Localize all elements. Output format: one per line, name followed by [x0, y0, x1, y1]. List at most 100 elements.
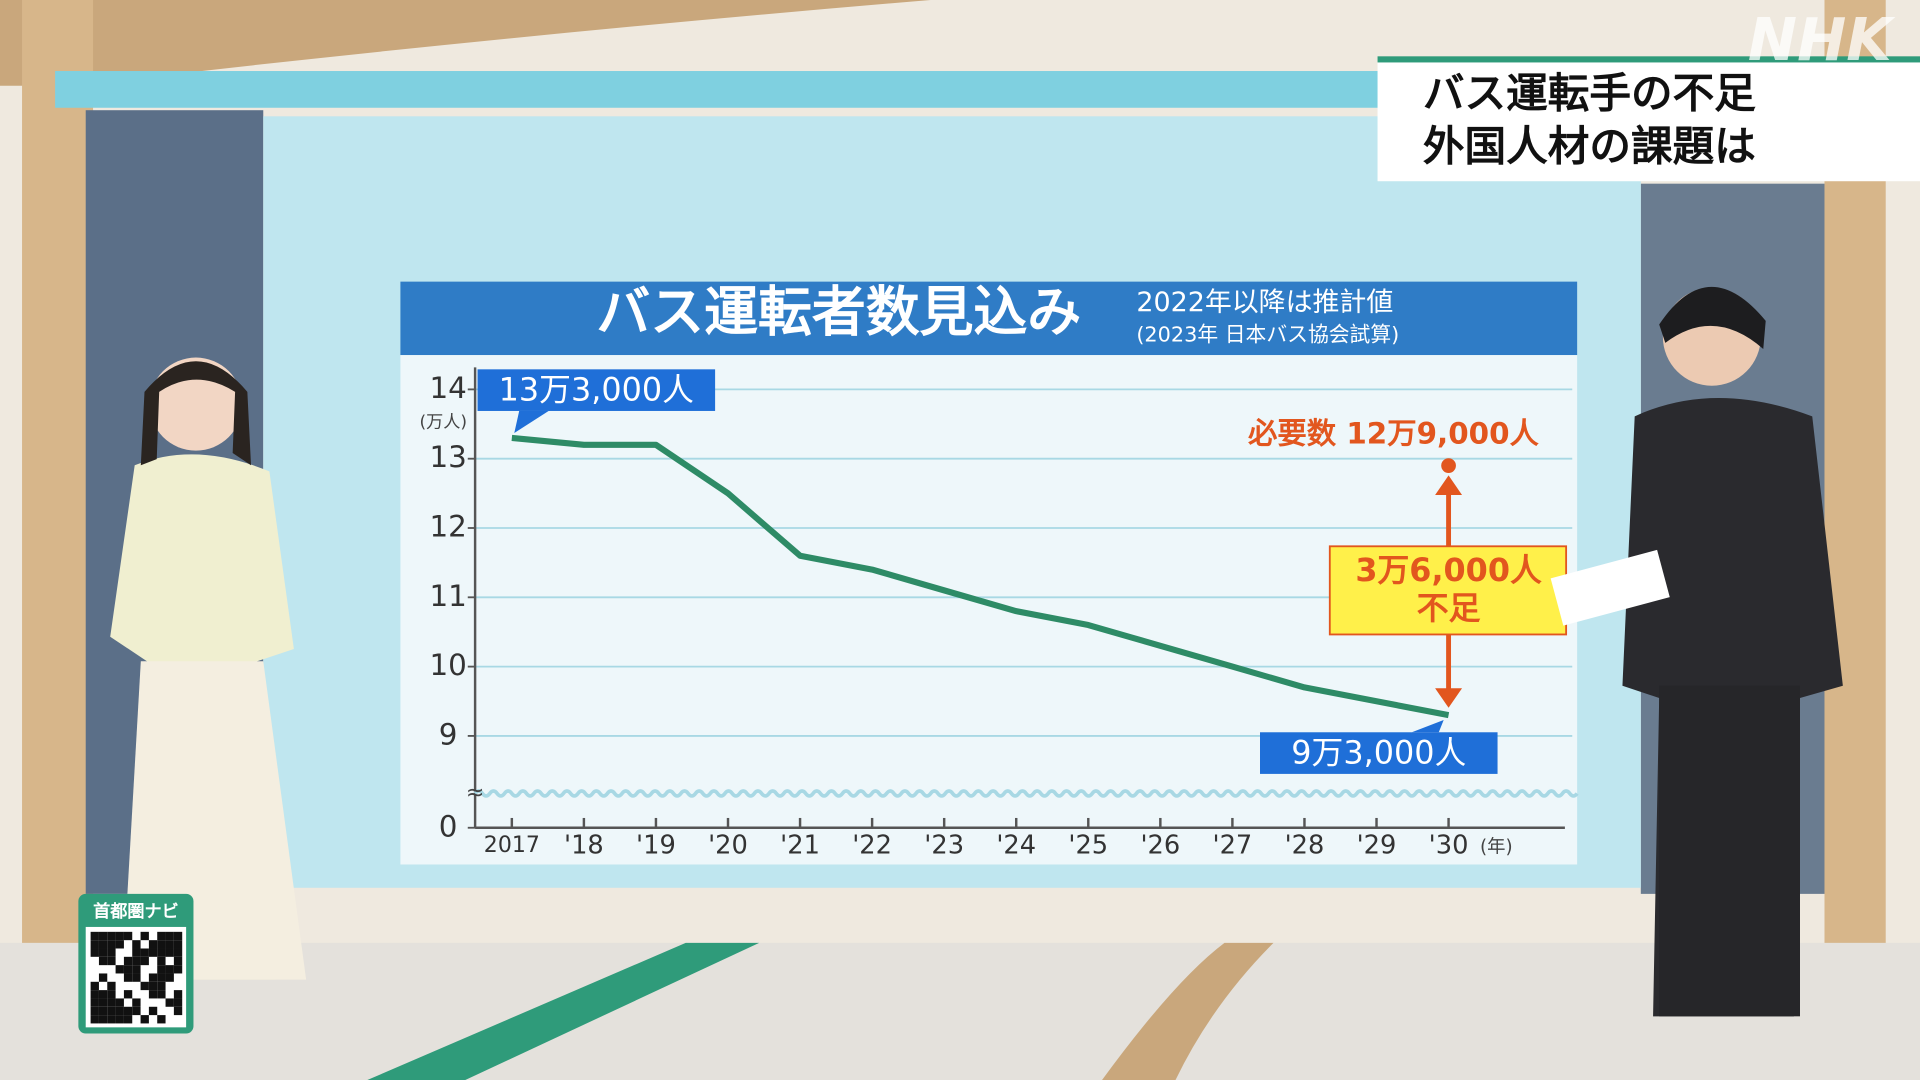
data-line — [511, 434, 1450, 719]
x-tick-label: '25 — [1068, 831, 1108, 861]
qr-cell — [157, 940, 166, 949]
shortage-label: 3万6,000人 — [1355, 551, 1542, 589]
qr-cell — [157, 981, 166, 991]
qr-cell — [98, 931, 108, 941]
caption-box — [1377, 58, 1920, 182]
shortage-box — [1328, 545, 1568, 636]
qr-cell — [98, 940, 108, 949]
qr-cell — [148, 990, 158, 999]
qr-cell — [132, 998, 141, 1007]
value-label: 9万3,000人 — [1291, 733, 1466, 771]
qr-cell — [90, 998, 99, 1007]
qr-cell — [157, 965, 166, 974]
y-tick-label: 11 — [429, 579, 466, 613]
required-label: 必要数 12万9,000人 — [1248, 417, 1540, 451]
y-axis-unit: (万人) — [419, 412, 467, 432]
qr-cell — [165, 940, 174, 949]
qr-cell — [173, 940, 183, 949]
y-tick-label: 9 — [439, 717, 458, 751]
x-tick-label: '27 — [1213, 831, 1253, 861]
qr-cell — [98, 948, 108, 957]
qr-cell — [165, 931, 174, 941]
x-tick-label: '28 — [1285, 831, 1325, 861]
qr-cell — [90, 981, 99, 991]
qr-cell — [157, 931, 166, 941]
x-tick-label: 2017 — [484, 833, 540, 858]
qr-cell — [115, 965, 124, 974]
qr-cell — [173, 965, 183, 974]
qr-cell — [123, 990, 133, 999]
channel-logo: NHK — [1748, 5, 1896, 74]
qr-cell — [165, 998, 174, 1007]
qr-cell — [157, 956, 166, 966]
ceiling-wood — [0, 0, 931, 86]
y-tick-label: 13 — [429, 440, 466, 474]
qr-cell — [123, 956, 133, 966]
plot: 0 9 10 11 12 13 14 ≈2017 '18 '19 '20 '21 '22 '23 '24 '2… — [429, 367, 1579, 861]
x-tick-label: '26 — [1140, 831, 1180, 861]
axis-break-mark: ≈ — [466, 780, 484, 805]
qr-cell — [123, 1006, 133, 1016]
title-bar — [400, 281, 1578, 356]
qr-cell — [157, 973, 166, 982]
qr-cell — [148, 981, 158, 991]
floor-curve — [1102, 942, 1274, 1080]
qr-cell — [140, 931, 149, 941]
qr-cell — [123, 931, 133, 941]
y-tick-label: 14 — [429, 371, 466, 405]
axis-break — [473, 789, 1579, 798]
qr-cell — [107, 956, 116, 966]
qr-cell — [90, 1006, 99, 1016]
callout-tail — [1411, 720, 1444, 733]
x-tick-label: '18 — [564, 831, 604, 861]
left-pillar — [22, 0, 94, 980]
qr-cell — [157, 948, 166, 957]
x-tick-label: '29 — [1357, 831, 1397, 861]
x-tick-label: '30 — [1429, 831, 1469, 861]
qr-cell — [98, 1006, 108, 1016]
qr-cell — [107, 948, 116, 957]
qr-cell — [107, 998, 116, 1007]
qr-cell — [107, 1006, 116, 1016]
floor — [0, 942, 1920, 1080]
qr-pattern — [90, 931, 183, 1024]
qr-cell — [98, 956, 108, 966]
qr-cell — [173, 948, 183, 957]
qr-cell — [123, 973, 133, 982]
qr-cell — [90, 948, 99, 957]
qr-cell — [140, 1015, 149, 1024]
callout-box — [477, 369, 716, 411]
presenter-right — [1550, 286, 1843, 1017]
x-tick-label: '22 — [852, 831, 892, 861]
x-axis-unit: (年) — [1480, 836, 1513, 857]
qr-cell — [173, 931, 183, 941]
top-light — [55, 71, 1403, 108]
arrow-head — [1435, 688, 1463, 708]
qr-cell — [140, 956, 149, 966]
chart-title: バス運転者数見込み — [596, 281, 1081, 344]
qr-cell — [90, 940, 99, 949]
qr-badge-label: 首都圏ナビ — [93, 901, 179, 922]
y-tick-label: 0 — [439, 809, 458, 843]
x-tick-label: '23 — [924, 831, 964, 861]
qr-cell — [115, 1006, 124, 1016]
qr-cell — [148, 973, 158, 982]
caption-line: バス運転手の不足 — [1423, 69, 1756, 118]
qr-cell — [107, 981, 116, 991]
qr-cell — [115, 931, 124, 941]
qr-cell — [148, 1006, 158, 1016]
qr-cell — [115, 940, 124, 949]
chart-source: (2023年 日本バス協会試算) — [1136, 323, 1399, 347]
qr-cell — [107, 1015, 116, 1024]
qr-cell — [148, 948, 158, 957]
caption-accent — [1377, 56, 1920, 63]
x-tick-label: '20 — [708, 831, 748, 861]
qr-cell — [165, 973, 174, 982]
qr-cell — [123, 1015, 133, 1024]
qr-cell — [90, 990, 99, 999]
qr-cell — [107, 990, 116, 999]
qr-cell — [148, 940, 158, 949]
qr-cell — [173, 1006, 183, 1016]
shortage-text: 不足 — [1417, 589, 1481, 627]
